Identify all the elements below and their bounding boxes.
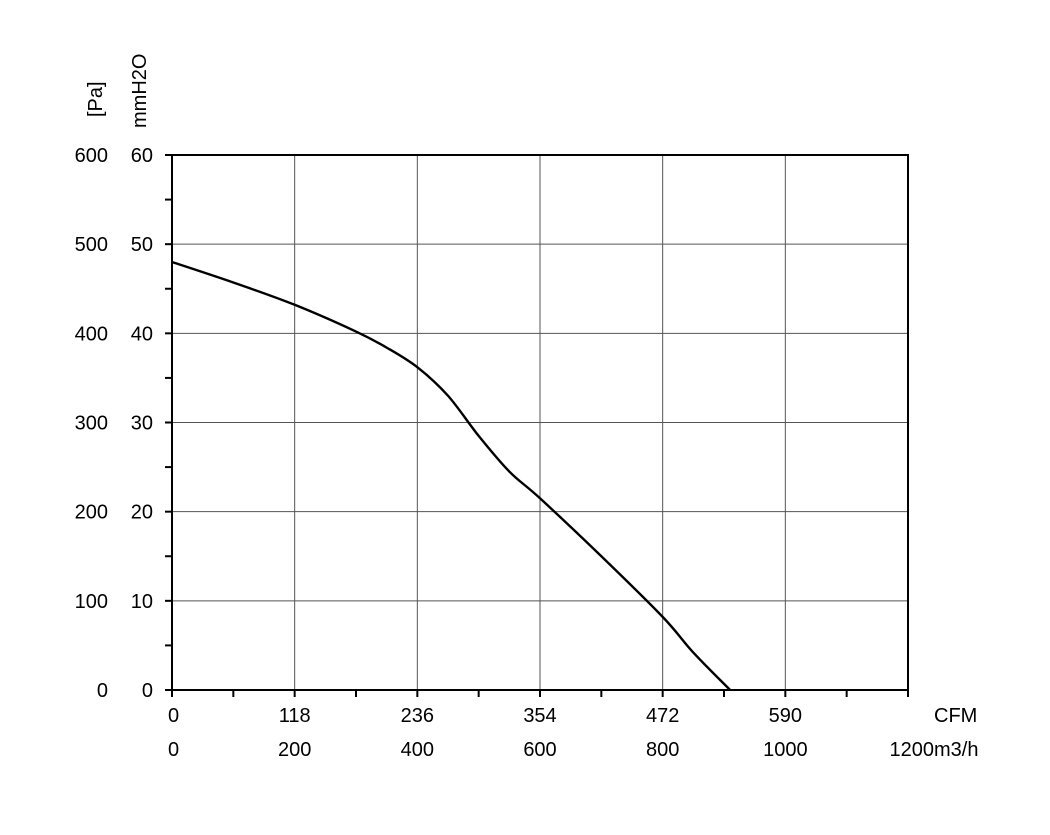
y-tick-label-mmh2o: 30 bbox=[131, 413, 153, 435]
y-axis-unit-mmh2o: mmH2O bbox=[129, 54, 151, 128]
x-tick-label-m3h: 1000 bbox=[763, 739, 808, 761]
x-tick-label-cfm: 354 bbox=[523, 705, 556, 727]
y-tick-label-mmh2o: 10 bbox=[131, 591, 153, 613]
x-tick-label-m3h: 800 bbox=[646, 739, 679, 761]
y-tick-label-pa: 400 bbox=[75, 323, 108, 345]
x-axis-unit-m3h: m3/h bbox=[934, 739, 978, 761]
y-tick-label-pa: 300 bbox=[75, 413, 108, 435]
x-tick-label-m3h: 1200 bbox=[890, 739, 935, 761]
pressure-flow-curve bbox=[171, 260, 731, 691]
y-tick-label-mmh2o: 20 bbox=[131, 502, 153, 524]
y-tick-label-pa: 0 bbox=[97, 680, 108, 702]
x-tick-label-cfm: 590 bbox=[769, 705, 802, 727]
y-tick-label-pa: 600 bbox=[75, 145, 108, 167]
y-tick-label-pa: 500 bbox=[75, 234, 108, 256]
y-tick-label-pa: 100 bbox=[75, 591, 108, 613]
x-tick-label-m3h: 400 bbox=[401, 739, 434, 761]
x-tick-label-cfm: 472 bbox=[646, 705, 679, 727]
y-tick-label-pa: 200 bbox=[75, 502, 108, 524]
x-tick-label-cfm: 0 bbox=[168, 705, 179, 727]
x-tick-label-m3h: 0 bbox=[168, 739, 179, 761]
plot-frame bbox=[171, 154, 909, 691]
minor-ticks bbox=[165, 154, 909, 697]
y-tick-label-mmh2o: 0 bbox=[142, 680, 153, 702]
x-tick-label-cfm: 118 bbox=[279, 705, 311, 727]
grid-lines bbox=[172, 155, 908, 690]
x-tick-label-cfm: 236 bbox=[401, 705, 434, 727]
x-tick-label-m3h: 600 bbox=[523, 739, 556, 761]
x-axis-unit-cfm: CFM bbox=[934, 705, 977, 727]
y-axis-unit-pa: [Pa] bbox=[85, 81, 107, 117]
y-tick-label-mmh2o: 50 bbox=[131, 234, 153, 256]
y-tick-label-mmh2o: 40 bbox=[131, 323, 153, 345]
x-tick-label-m3h: 200 bbox=[278, 739, 311, 761]
y-tick-label-mmh2o: 60 bbox=[131, 145, 153, 167]
